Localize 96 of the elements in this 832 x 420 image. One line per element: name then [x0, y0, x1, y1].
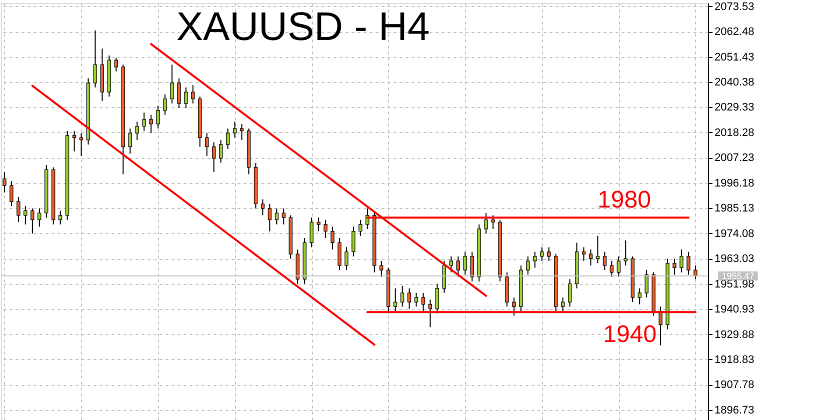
candlestick	[260, 198, 265, 216]
candlestick	[644, 270, 648, 298]
candlestick	[484, 212, 488, 234]
candlestick	[184, 86, 188, 108]
candlestick	[547, 246, 551, 262]
candlestick	[616, 256, 620, 278]
candlestick	[526, 256, 530, 276]
ref-line-label: 1955.47	[722, 270, 754, 281]
candlestick	[156, 105, 160, 130]
candlestick	[24, 206, 28, 225]
candlestick	[400, 286, 404, 308]
y-tick-label: 1985.13	[714, 202, 754, 215]
candlestick	[421, 292, 426, 312]
series-label: 1980	[598, 186, 651, 214]
y-tick-label: 1963.03	[714, 253, 754, 266]
candlestick	[330, 226, 334, 250]
candlestick	[205, 132, 209, 156]
candlestick	[407, 288, 412, 310]
candlestick	[10, 180, 14, 207]
y-tick-label: 1951.98	[714, 278, 754, 290]
y-tick-label: 1996.18	[714, 177, 754, 190]
series-label: 1940	[603, 321, 657, 348]
candlestick	[540, 246, 544, 262]
candlestick	[456, 256, 460, 278]
candlestick	[596, 235, 600, 264]
y-tick-label: 1918.83	[714, 354, 754, 366]
candlestick	[610, 260, 614, 278]
candlestick	[2, 171, 6, 193]
candlestick	[568, 278, 572, 308]
candlestick	[142, 112, 146, 132]
candlestick	[435, 283, 440, 314]
candlestick	[324, 219, 328, 239]
candlestick	[149, 114, 153, 134]
candlestick	[686, 251, 690, 276]
candlestick	[588, 249, 593, 266]
candlestick	[191, 84, 195, 104]
candlestick	[624, 240, 628, 266]
candlestick	[128, 128, 132, 154]
candlestick	[232, 121, 237, 138]
y-tick-label: 2029.33	[714, 102, 754, 114]
candlestick	[212, 142, 216, 172]
y-tick-label: 2062.48	[714, 26, 754, 38]
candlestick	[560, 296, 565, 312]
candlestick	[602, 251, 607, 271]
candlestick	[638, 288, 642, 305]
candlestick	[582, 246, 586, 262]
candlestick	[170, 64, 174, 104]
candlestick	[177, 78, 181, 108]
candlestick	[274, 208, 279, 225]
candlestick	[72, 130, 76, 152]
candlestick	[268, 203, 272, 232]
candlestick	[30, 208, 34, 234]
candlestick	[58, 210, 62, 225]
candlestick	[358, 219, 362, 236]
candlestick	[463, 251, 467, 276]
candlestick	[352, 226, 356, 257]
candlestick	[470, 251, 474, 282]
y-tick-label: 2018.28	[714, 126, 754, 139]
candlestick	[449, 256, 453, 273]
candlestick	[79, 132, 84, 156]
candlestick	[344, 246, 348, 271]
candlestick	[694, 265, 698, 280]
candlestick	[282, 208, 286, 225]
candlestick	[428, 299, 432, 328]
y-tick-label: 2007.23	[714, 152, 754, 164]
candlestick	[240, 123, 244, 140]
candlestick	[512, 296, 516, 316]
y-tick-label: 1974.08	[714, 228, 754, 240]
candlestick	[338, 238, 342, 271]
candlestick	[672, 258, 676, 276]
y-tick-label: 2073.53	[714, 0, 754, 13]
candlestick	[163, 94, 167, 116]
y-tick-label: 1929.88	[714, 328, 754, 341]
candlestick	[93, 30, 98, 88]
candlestick	[219, 139, 223, 164]
candlestick	[491, 214, 495, 230]
candlestick	[366, 208, 370, 230]
y-tick-label: 1907.78	[714, 379, 754, 392]
candlestick	[658, 306, 662, 346]
candlestick	[680, 249, 684, 273]
candlestick	[38, 208, 42, 228]
candlestick	[114, 57, 118, 72]
y-tick-label: 1896.73	[714, 404, 754, 416]
candlestick	[310, 217, 314, 248]
candlestick	[380, 260, 384, 278]
candlestick	[533, 251, 537, 268]
candlestick	[226, 128, 230, 150]
candlestick	[414, 292, 418, 308]
y-tick-label: 2051.43	[714, 51, 754, 64]
candlestick	[135, 121, 139, 140]
chart-title: XAUUSD - H4	[176, 5, 430, 49]
candlestick	[316, 217, 320, 232]
y-tick-label: 1940.93	[714, 304, 754, 316]
y-tick-label: 2040.38	[714, 76, 754, 89]
candlestick	[393, 288, 398, 312]
candlestick	[16, 196, 20, 223]
